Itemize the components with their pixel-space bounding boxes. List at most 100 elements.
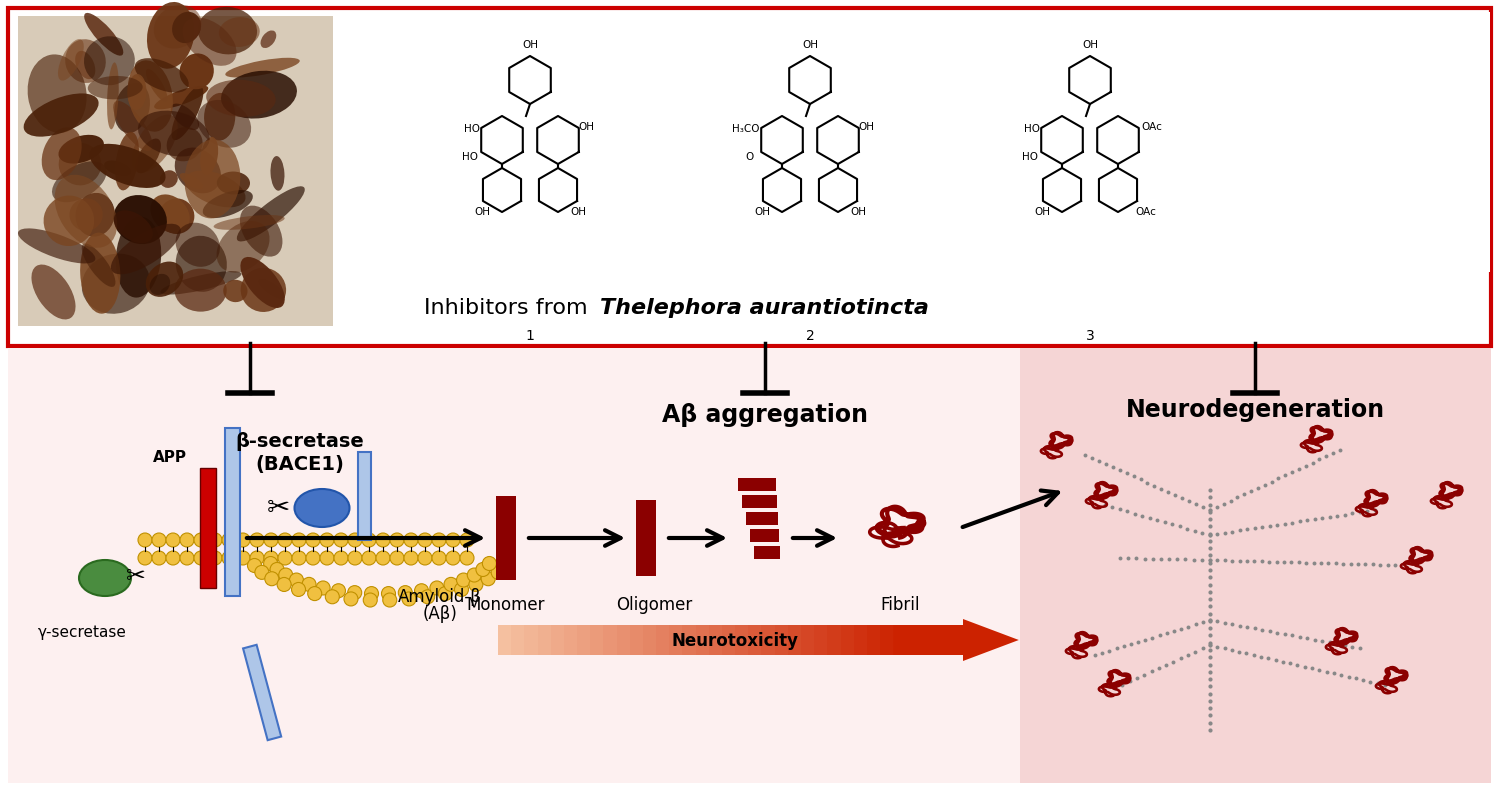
Point [1198, 665, 1222, 678]
Circle shape [193, 533, 208, 547]
Point [1118, 638, 1142, 650]
Point [1322, 667, 1346, 679]
Circle shape [319, 551, 334, 565]
Circle shape [421, 590, 435, 604]
Point [1325, 638, 1349, 650]
Ellipse shape [225, 58, 300, 77]
Ellipse shape [54, 175, 117, 248]
Point [1133, 634, 1157, 646]
Circle shape [208, 551, 222, 565]
Point [1240, 485, 1264, 498]
Text: Thelephora aurantiotincta: Thelephora aurantiotincta [600, 298, 929, 318]
Text: H₃CO: H₃CO [732, 124, 760, 134]
Ellipse shape [183, 17, 237, 66]
Text: OH: OH [579, 122, 594, 132]
Point [1267, 472, 1291, 485]
Ellipse shape [240, 205, 282, 257]
Ellipse shape [127, 74, 147, 110]
Point [1366, 677, 1390, 690]
Circle shape [255, 566, 268, 579]
Point [1318, 636, 1342, 649]
Ellipse shape [223, 280, 247, 302]
FancyBboxPatch shape [538, 625, 552, 655]
Point [1169, 652, 1193, 664]
FancyBboxPatch shape [723, 625, 736, 655]
Circle shape [361, 533, 376, 547]
Ellipse shape [79, 560, 130, 596]
Circle shape [264, 533, 277, 547]
FancyBboxPatch shape [742, 495, 776, 508]
Point [1198, 680, 1222, 693]
Ellipse shape [172, 12, 201, 43]
Ellipse shape [112, 101, 153, 151]
Point [1198, 554, 1222, 566]
Point [1213, 616, 1237, 629]
Point [1286, 659, 1310, 672]
FancyBboxPatch shape [735, 625, 750, 655]
Point [1181, 553, 1205, 566]
Point [1355, 505, 1379, 517]
Point [1256, 652, 1280, 664]
FancyBboxPatch shape [7, 348, 1492, 783]
Point [1184, 498, 1208, 510]
Text: HO: HO [465, 124, 480, 134]
FancyBboxPatch shape [709, 625, 723, 655]
Point [1198, 483, 1222, 496]
Point [1301, 556, 1325, 569]
Text: Neurodegeneration: Neurodegeneration [1126, 398, 1385, 422]
Point [1198, 644, 1222, 656]
Point [1348, 641, 1372, 654]
Circle shape [364, 587, 379, 600]
Point [1310, 512, 1334, 525]
FancyBboxPatch shape [604, 625, 618, 655]
Point [1183, 645, 1207, 658]
Point [1246, 482, 1270, 495]
Point [1235, 647, 1259, 660]
Point [1198, 578, 1222, 591]
Point [1198, 658, 1222, 671]
Point [1142, 480, 1166, 492]
FancyBboxPatch shape [657, 625, 670, 655]
Circle shape [292, 533, 306, 547]
Point [1198, 585, 1222, 598]
Point [1253, 479, 1277, 491]
Point [1124, 552, 1148, 565]
Text: Fibril: Fibril [880, 596, 920, 614]
Point [1373, 679, 1397, 691]
Circle shape [316, 581, 330, 595]
Text: OH: OH [1034, 207, 1049, 217]
Circle shape [235, 533, 250, 547]
Point [1145, 514, 1169, 526]
Point [1198, 651, 1222, 664]
Circle shape [180, 551, 193, 565]
Point [1198, 504, 1222, 517]
Point [1250, 623, 1274, 636]
Point [1169, 623, 1193, 635]
Point [1198, 724, 1222, 736]
Ellipse shape [198, 100, 252, 148]
Point [1205, 528, 1229, 540]
Ellipse shape [132, 115, 178, 173]
Ellipse shape [184, 140, 240, 218]
Circle shape [444, 577, 459, 592]
Point [1346, 558, 1370, 570]
Circle shape [376, 551, 390, 565]
Point [1273, 469, 1297, 482]
Circle shape [432, 551, 447, 565]
Point [1300, 662, 1324, 675]
Circle shape [250, 533, 264, 547]
Point [1337, 671, 1361, 683]
Point [1321, 447, 1345, 460]
Point [1198, 638, 1222, 651]
Point [1121, 470, 1145, 483]
Ellipse shape [214, 215, 285, 230]
Point [1130, 510, 1154, 522]
Point [1228, 619, 1252, 632]
Ellipse shape [18, 228, 96, 263]
Circle shape [247, 559, 261, 573]
Point [1273, 555, 1297, 568]
Circle shape [277, 551, 292, 565]
Circle shape [279, 568, 292, 582]
Point [1156, 485, 1180, 498]
Point [1115, 467, 1139, 480]
